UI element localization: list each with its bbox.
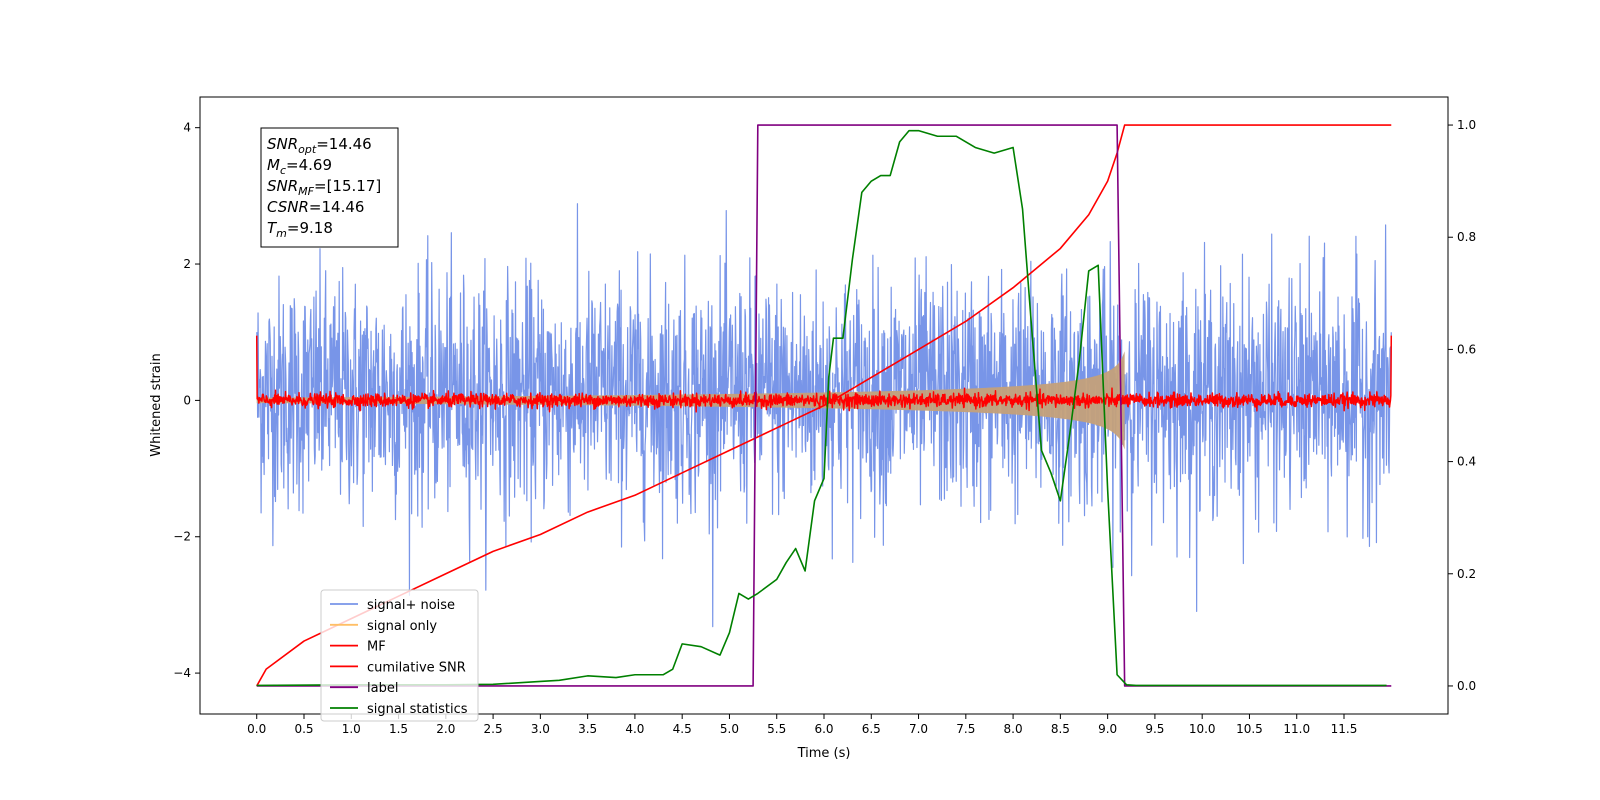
x-tick-label: 11.5 (1331, 722, 1358, 736)
x-tick-label: 6.5 (862, 722, 881, 736)
x-axis-label: Time (s) (797, 746, 851, 761)
legend-entry: MF (367, 640, 386, 655)
y2-tick-label: 0.2 (1457, 567, 1476, 581)
x-tick-label: 7.5 (956, 722, 975, 736)
x-tick-label: 0.5 (294, 722, 313, 736)
annotation-line: CSNR=14.46 (267, 198, 364, 216)
x-tick-label: 10.0 (1189, 722, 1216, 736)
x-tick-label: 3.0 (531, 722, 550, 736)
x-tick-label: 6.0 (814, 722, 833, 736)
y-tick-label: 4 (183, 121, 191, 135)
series-cumilative-snr (256, 124, 1392, 687)
x-tick-label: 8.0 (1004, 722, 1023, 736)
legend-entry: signal only (367, 619, 437, 634)
x-tick-label: 9.5 (1145, 722, 1164, 736)
legend-entry: cumilative SNR (367, 660, 466, 675)
x-tick-label: 2.0 (436, 722, 455, 736)
y-axis-label: Whitened strain (149, 353, 164, 456)
annotation-line: SNRMF=[15.17] (267, 177, 381, 198)
x-tick-label: 7.0 (909, 722, 928, 736)
x-tick-label: 0.0 (247, 722, 266, 736)
x-tick-label: 4.0 (625, 722, 644, 736)
series-mf (255, 335, 1393, 413)
annotation-box: SNRopt=14.46Mc=4.69SNRMF=[15.17]CSNR=14.… (260, 127, 399, 248)
x-tick-label: 3.5 (578, 722, 597, 736)
series-layer (255, 124, 1393, 687)
legend-entry: signal statistics (367, 702, 468, 717)
y2-tick-label: 0.0 (1457, 679, 1476, 693)
x-tick-label: 9.0 (1098, 722, 1117, 736)
annotation-frame (260, 127, 399, 248)
x-tick-label: 1.5 (389, 722, 408, 736)
x-tick-label: 10.5 (1236, 722, 1263, 736)
y-tick-label: 0 (183, 393, 191, 407)
x-tick-label: 5.0 (720, 722, 739, 736)
annotation-line: SNRopt=14.46 (267, 135, 372, 156)
x-axis: 0.0 0.5 1.0 1.5 2.0 2.5 3.0 3.5 4.0 4.5 5.0 5.5 6.0 6… (247, 714, 1357, 736)
series-signal-statistics (256, 129, 1387, 687)
x-tick-label: 5.5 (767, 722, 786, 736)
annotation-line: Tm=9.18 (267, 219, 333, 240)
legend-frame (320, 589, 479, 722)
legend: signal+ noise signal only MF cumilative SNR… (320, 589, 479, 722)
legend-entry: signal+ noise (367, 598, 455, 613)
y-tick-label: −2 (173, 530, 191, 544)
x-tick-label: 8.5 (1051, 722, 1070, 736)
series-signal-noise (256, 203, 1392, 628)
legend-entry: label (367, 681, 398, 696)
y-axis-right: 1.0 0.8 0.6 0.4 0.2 0.0 (1448, 118, 1476, 693)
x-tick-label: 1.0 (342, 722, 361, 736)
y2-tick-label: 0.4 (1457, 455, 1476, 469)
y-axis-left: 4 2 0 −2 −4 (173, 121, 200, 680)
y2-tick-label: 0.8 (1457, 230, 1476, 244)
y2-tick-label: 1.0 (1457, 118, 1476, 132)
annotation-line: Mc=4.69 (267, 156, 332, 177)
y-tick-label: −4 (173, 666, 191, 680)
x-tick-label: 4.5 (673, 722, 692, 736)
y-tick-label: 2 (183, 257, 191, 271)
x-tick-label: 2.5 (484, 722, 503, 736)
x-tick-label: 11.0 (1283, 722, 1310, 736)
y2-tick-label: 0.6 (1457, 342, 1476, 356)
